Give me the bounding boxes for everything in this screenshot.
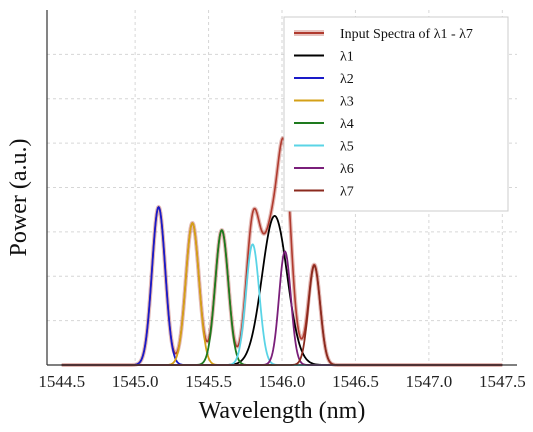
x-tick-label: 1544.5 xyxy=(38,372,85,391)
x-tick-label: 1546.5 xyxy=(332,372,379,391)
legend-label: λ3 xyxy=(340,95,354,110)
x-tick-label: 1545.5 xyxy=(185,372,232,391)
legend-label: λ6 xyxy=(340,162,354,177)
x-tick-label: 1547.5 xyxy=(479,372,526,391)
axes: 1544.5 1545.0 1545.5 1546.0 1546.5 1547.0 1547… xyxy=(38,10,526,391)
x-tick-label: 1546.0 xyxy=(259,372,306,391)
legend-label: λ2 xyxy=(340,72,354,87)
legend-label: λ5 xyxy=(340,140,354,155)
legend-label: Input Spectra of λ1 - λ7 xyxy=(340,27,473,42)
legend: Input Spectra of λ1 - λ7 λ1 λ2 λ3 λ4 λ5 λ6 λ7 xyxy=(283,16,509,212)
x-axis-label: Wavelength (nm) xyxy=(199,398,366,424)
y-axis-label: Power (a.u.) xyxy=(6,139,32,257)
x-tick-label: 1547.0 xyxy=(406,372,453,391)
legend-label: λ4 xyxy=(340,117,354,132)
grid xyxy=(47,10,517,365)
legend-box xyxy=(283,16,509,212)
legend-label: λ7 xyxy=(340,185,354,200)
legend-label: λ1 xyxy=(340,50,354,65)
x-tick-label: 1545.0 xyxy=(112,372,159,391)
